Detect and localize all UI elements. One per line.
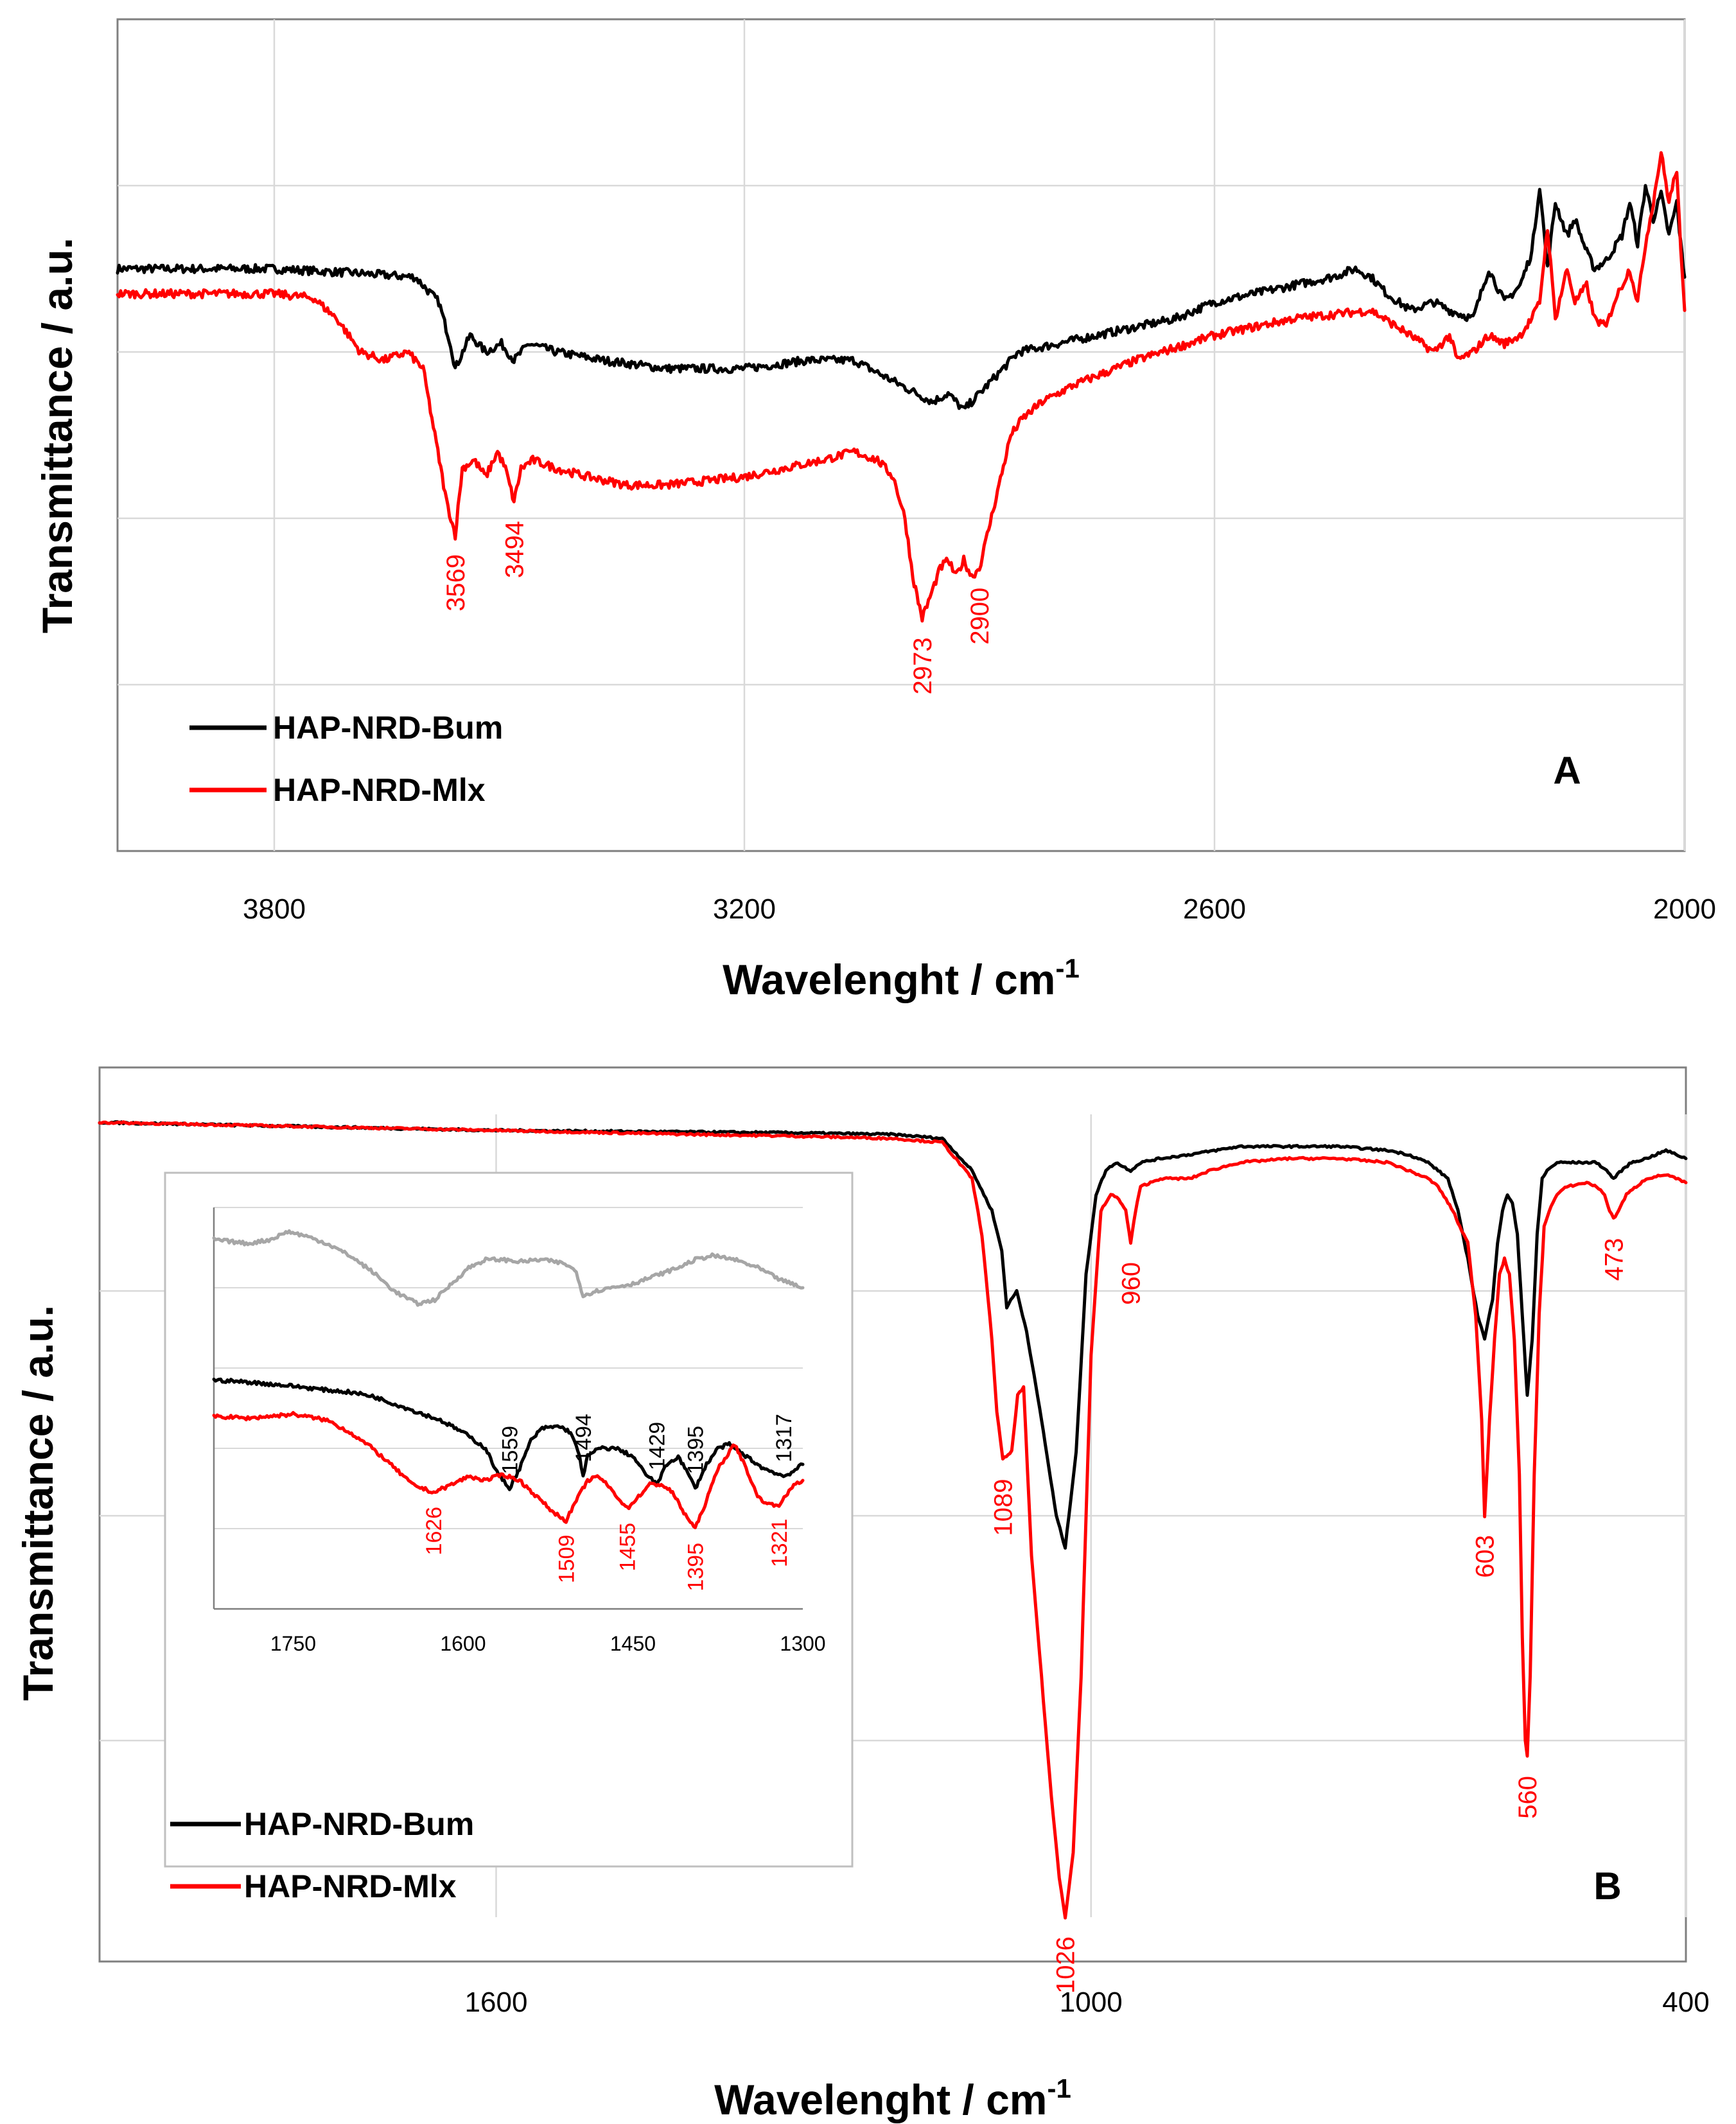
panel-b-inset-gridlines — [214, 1207, 803, 1529]
panel-a-label: A — [1553, 749, 1581, 792]
panel-b-peak-label: 1026 — [1052, 1936, 1080, 1994]
panel-b-inset-peak-label: 1626 — [422, 1507, 446, 1556]
panel-b-inset-peak-label: 1317 — [772, 1414, 796, 1462]
panel-b-peak-label: 473 — [1600, 1238, 1628, 1281]
panel-a-x-tick-label: 3200 — [713, 893, 776, 925]
panel-b-peak-label: 560 — [1514, 1776, 1542, 1819]
panel-b-inset: 1559 1494 1429 1395 1317 1626 1509 1455 1395 1321… — [164, 1172, 854, 1868]
panel-b-series-hap-nrd-mlx — [98, 1120, 1688, 1920]
panel-b-x-tick-label: 1000 — [1060, 1987, 1123, 2018]
panel-b-inset-peak-label: 1494 — [572, 1414, 596, 1462]
panel-a-peak-label: 2973 — [909, 637, 937, 694]
panel-b-inset-series — [212, 1229, 805, 1529]
panel-b-peak-label: 603 — [1471, 1535, 1500, 1578]
panel-a-series-hap-nrd-bum — [116, 184, 1687, 410]
panel-b-inset-x-tick-label: 1750 — [270, 1632, 316, 1655]
panel-a-annotations: 3569 3494 2973 2900 — [442, 521, 994, 694]
panel-b-chart: 1089 1026 960 603 560 473 1600 1000 400 Wavelen… — [14, 1066, 1710, 2123]
panel-b-inset-x-tick-label: 1450 — [610, 1632, 656, 1655]
panel-b-annotations: 1089 1026 960 603 560 473 — [989, 1238, 1628, 1994]
panel-b-y-axis-title: Transmittance / a.u. — [14, 1305, 62, 1701]
panel-a-peak-label: 3569 — [442, 554, 470, 611]
panel-b-legend-label-mlx: HAP-NRD-Mlx — [244, 1868, 457, 1904]
panel-a-legend-label-bum: HAP-NRD-Bum — [273, 710, 503, 746]
panel-b-series — [98, 1120, 1688, 1920]
panel-b-label: B — [1593, 1865, 1621, 1908]
panel-a-series — [116, 151, 1687, 623]
panel-b-x-ticks: 1600 1000 400 — [465, 1987, 1710, 2018]
panel-b-inset-peak-label: 1509 — [554, 1535, 579, 1584]
panel-a-legend-label-mlx: HAP-NRD-Mlx — [273, 772, 486, 808]
panel-b-peak-label: 960 — [1118, 1262, 1146, 1305]
panel-a-peak-label: 2900 — [966, 588, 994, 645]
panel-a-x-ticks: 3800 3200 2600 2000 — [243, 893, 1716, 925]
panel-a-x-tick-label: 2600 — [1183, 893, 1246, 925]
panel-a-plot-frame — [116, 18, 1686, 852]
panel-b-inset-frame — [164, 1172, 854, 1868]
panel-b-inset-x-tick-label: 1600 — [440, 1632, 486, 1655]
panel-a-x-axis-title: Wavelenght / cm-1 — [723, 953, 1080, 1003]
panel-a-chart: 3569 3494 2973 2900 3800 3200 2600 2000 Wavele… — [33, 18, 1716, 1003]
panel-a-x-tick-label: 2000 — [1653, 893, 1716, 925]
panel-a-legend: HAP-NRD-Bum HAP-NRD-Mlx — [189, 710, 503, 808]
panel-b-inset-annotations: 1559 1494 1429 1395 1317 1626 1509 1455 1395 1321 — [422, 1414, 796, 1591]
panel-a-x-tick-label: 3800 — [243, 893, 306, 925]
panel-b-legend-label-bum: HAP-NRD-Bum — [244, 1806, 474, 1842]
panel-b-inset-peak-label: 1559 — [498, 1426, 522, 1475]
panel-b-x-axis-title: Wavelenght / cm-1 — [714, 2073, 1071, 2123]
panel-b-inset-x-tick-label: 1300 — [780, 1632, 825, 1655]
panel-b-inset-peak-label: 1321 — [767, 1519, 792, 1568]
panel-a-gridlines — [118, 19, 1686, 851]
panel-b-inset-series-gray — [212, 1229, 805, 1307]
panel-a-peak-label: 3494 — [500, 521, 529, 578]
panel-b-inset-peak-label: 1455 — [616, 1523, 640, 1572]
panel-b-inset-series-hap-nrd-mlx — [212, 1410, 805, 1529]
panel-b-x-tick-label: 1600 — [465, 1987, 528, 2018]
panel-b-x-tick-label: 400 — [1662, 1987, 1709, 2018]
panel-b-inset-peak-label: 1395 — [684, 1543, 708, 1592]
panel-a-series-hap-nrd-mlx — [116, 151, 1687, 623]
panel-b-legend: HAP-NRD-Bum HAP-NRD-Mlx — [170, 1806, 474, 1904]
panel-b-inset-peak-label: 1429 — [645, 1422, 670, 1471]
panel-b-inset-peak-label: 1395 — [684, 1426, 708, 1475]
panel-b-peak-label: 1089 — [989, 1479, 1017, 1536]
panel-a-y-axis-title: Transmittance / a.u. — [33, 238, 81, 633]
panel-b-inset-x-ticks: 1750 1600 1450 1300 — [270, 1632, 826, 1655]
